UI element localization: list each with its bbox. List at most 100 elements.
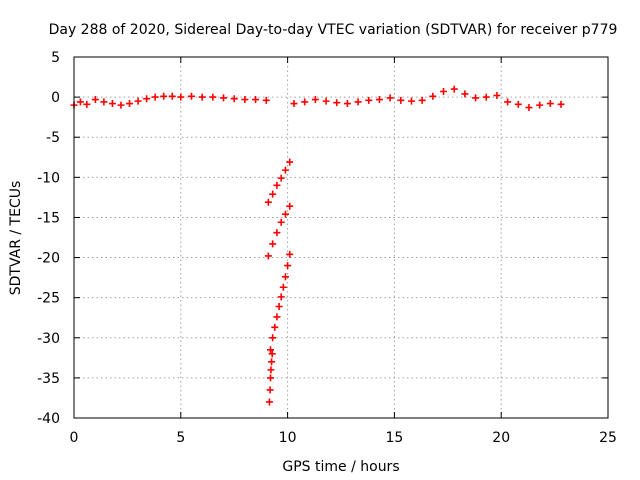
data-point bbox=[277, 174, 285, 182]
chart-title: Day 288 of 2020, Sidereal Day-to-day VTE… bbox=[49, 22, 618, 38]
data-point bbox=[267, 346, 275, 354]
data-point bbox=[407, 97, 415, 105]
data-point bbox=[108, 100, 116, 108]
data-point bbox=[267, 374, 275, 382]
y-tick-label: -35 bbox=[37, 371, 60, 387]
data-point bbox=[286, 250, 294, 258]
data-point bbox=[333, 99, 341, 107]
data-point bbox=[267, 366, 275, 374]
series-streak-tail bbox=[265, 350, 276, 406]
data-point bbox=[343, 100, 351, 108]
data-point bbox=[546, 100, 554, 108]
data-point bbox=[268, 358, 276, 366]
data-point bbox=[91, 96, 99, 104]
data-point bbox=[450, 85, 458, 93]
data-point bbox=[273, 181, 281, 189]
data-point bbox=[286, 158, 294, 166]
x-tick-label: 20 bbox=[492, 430, 510, 446]
data-point bbox=[265, 398, 273, 406]
y-tick-label: -15 bbox=[37, 210, 60, 226]
data-point bbox=[269, 190, 277, 198]
data-point bbox=[429, 92, 437, 100]
series-streak-1 bbox=[264, 158, 294, 206]
data-point bbox=[209, 93, 217, 101]
series-streak-3 bbox=[267, 250, 294, 354]
data-point bbox=[277, 218, 285, 226]
data-point bbox=[375, 96, 383, 104]
data-point bbox=[322, 97, 330, 105]
data-point bbox=[290, 100, 298, 108]
data-point bbox=[418, 96, 426, 104]
data-point bbox=[472, 94, 480, 102]
data-point bbox=[284, 262, 292, 270]
y-tick-label: -10 bbox=[37, 170, 60, 186]
data-point bbox=[187, 92, 195, 100]
y-tick-label: 5 bbox=[51, 50, 60, 66]
data-point bbox=[83, 100, 91, 108]
data-point bbox=[230, 95, 238, 103]
data-point bbox=[273, 313, 281, 321]
data-point bbox=[252, 96, 260, 104]
data-point bbox=[286, 202, 294, 210]
data-point bbox=[386, 94, 394, 102]
data-point bbox=[536, 101, 544, 109]
data-point bbox=[301, 98, 309, 106]
data-point bbox=[271, 323, 279, 331]
data-point bbox=[275, 302, 283, 310]
data-point bbox=[281, 273, 289, 281]
data-point bbox=[268, 350, 276, 358]
data-point bbox=[279, 283, 287, 291]
axes: 0 5 10 15 20 25 5 0 -5 -10 -15 -20 -25 -30 -35 -40 bbox=[37, 50, 617, 446]
data-point bbox=[76, 98, 84, 106]
y-tick-label: -40 bbox=[37, 411, 60, 427]
data-point bbox=[241, 96, 249, 104]
data-point bbox=[220, 94, 228, 102]
data-point bbox=[461, 90, 469, 98]
data-point bbox=[143, 95, 151, 103]
data-point bbox=[493, 92, 501, 100]
x-axis-label: GPS time / hours bbox=[282, 459, 399, 475]
x-tick-label: 10 bbox=[279, 430, 297, 446]
data-point bbox=[266, 386, 274, 394]
series-streak-2 bbox=[264, 202, 294, 260]
data-point bbox=[134, 97, 142, 105]
x-tick-label: 25 bbox=[599, 430, 617, 446]
y-tick-label: -25 bbox=[37, 291, 60, 307]
y-tick-label: 0 bbox=[51, 90, 60, 106]
data-point bbox=[365, 96, 373, 104]
data-point bbox=[177, 93, 185, 101]
data-point bbox=[269, 240, 277, 248]
data-point bbox=[151, 93, 159, 101]
data-point bbox=[100, 98, 108, 106]
data-point bbox=[273, 229, 281, 237]
data-point bbox=[281, 210, 289, 218]
data-point bbox=[168, 92, 176, 100]
series-band-late bbox=[290, 85, 565, 112]
data-point bbox=[126, 100, 134, 108]
data-point bbox=[264, 252, 272, 260]
data-point bbox=[354, 98, 362, 106]
data-point bbox=[482, 93, 490, 101]
data-point bbox=[504, 98, 512, 106]
data-point bbox=[311, 96, 319, 104]
data-point bbox=[525, 104, 533, 112]
series-band-early bbox=[70, 92, 270, 109]
data-point bbox=[117, 101, 125, 109]
data-point bbox=[277, 293, 285, 301]
data-point bbox=[198, 93, 206, 101]
y-axis-label: SDTVAR / TECUs bbox=[8, 181, 24, 296]
data-point bbox=[397, 96, 405, 104]
data-point bbox=[514, 100, 522, 108]
data-point bbox=[281, 166, 289, 174]
grid bbox=[74, 57, 608, 418]
y-tick-label: -30 bbox=[37, 331, 60, 347]
data-point bbox=[264, 198, 272, 206]
data-point bbox=[440, 87, 448, 95]
y-tick-label: -5 bbox=[46, 130, 60, 146]
data-point bbox=[262, 96, 270, 104]
x-tick-label: 0 bbox=[70, 430, 79, 446]
data-points bbox=[70, 85, 565, 406]
x-tick-label: 15 bbox=[385, 430, 403, 446]
data-point bbox=[557, 100, 565, 108]
